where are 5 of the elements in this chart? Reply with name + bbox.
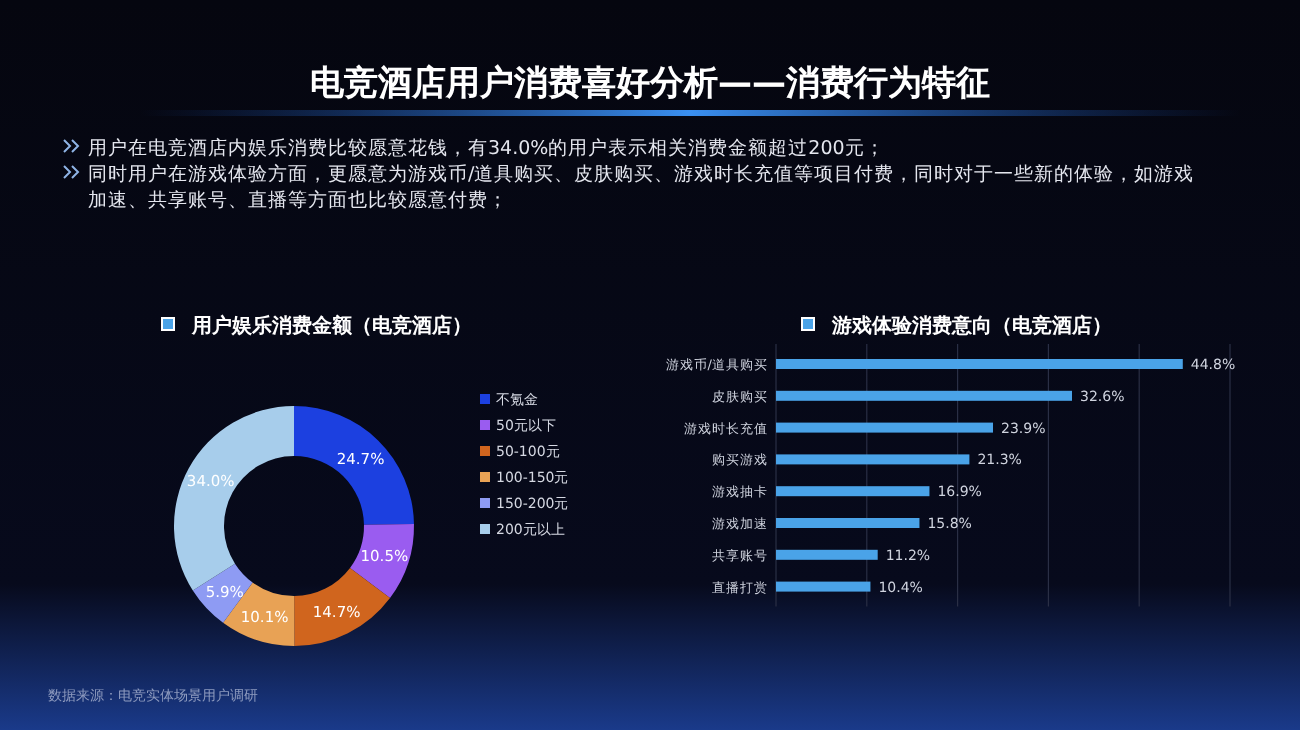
text: 用户在电竞酒店内娱乐消费比较愿意花钱，有34.0%的用户表示相关消费金额超过200元； <box>88 136 885 160</box>
text: 同时用户在游戏体验方面，更愿意为游戏币/道具购买、皮肤购买、游戏时长充值等项目付费，同时对于一些新的体验，如游戏加速、共享账号、直播等方面也比较愿意付费； <box>88 162 1195 212</box>
chart-title: 游戏体验消费意向（电竞酒店） <box>830 314 1112 338</box>
text: 电竞酒店用户消费喜好分析——消费行为特征 <box>310 64 990 104</box>
chart-title: 用户娱乐消费金额（电竞酒店） <box>190 314 472 338</box>
